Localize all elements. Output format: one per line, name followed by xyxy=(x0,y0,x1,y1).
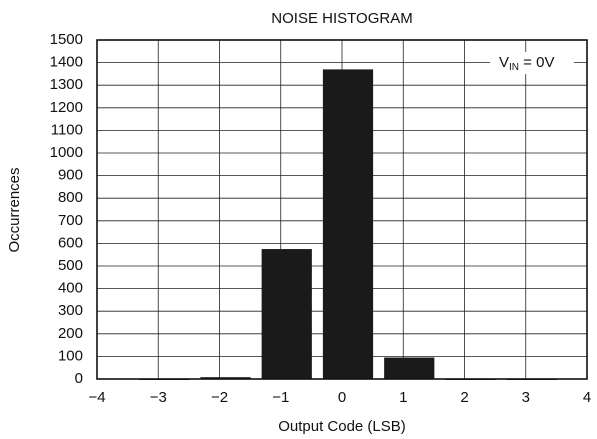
x-tick-label: −4 xyxy=(88,389,105,406)
y-tick-label: 200 xyxy=(58,325,83,342)
annotation-bg xyxy=(490,52,574,74)
y-tick-label: 1500 xyxy=(50,31,83,48)
bar xyxy=(384,357,435,379)
y-tick-label: 1200 xyxy=(50,99,83,116)
y-tick-label: 100 xyxy=(58,347,83,364)
y-tick-label: 400 xyxy=(58,280,83,297)
x-tick-label: 2 xyxy=(460,389,468,406)
y-tick-label: 900 xyxy=(58,167,83,184)
y-tick-label: 300 xyxy=(58,302,83,319)
y-tick-label: 1400 xyxy=(50,54,83,71)
y-tick-label: 500 xyxy=(58,257,83,274)
chart-title: NOISE HISTOGRAM xyxy=(271,10,412,27)
y-tick-label: 1100 xyxy=(51,121,83,138)
x-tick-label: 3 xyxy=(522,389,530,406)
x-tick-label: 0 xyxy=(338,389,346,406)
y-tick-label: 700 xyxy=(58,212,83,229)
x-tick-label: −3 xyxy=(150,389,167,406)
x-tick-label: −1 xyxy=(272,389,289,406)
annotation-subscript: IN xyxy=(509,62,519,73)
y-axis-label: Occurrences xyxy=(6,167,23,252)
annotation-suffix: = 0V xyxy=(519,54,554,71)
bar xyxy=(322,69,374,379)
x-axis-label: Output Code (LSB) xyxy=(278,418,406,435)
y-tick-label: 1300 xyxy=(50,76,83,93)
bar xyxy=(200,377,251,379)
annotation: VIN = 0V xyxy=(499,54,554,73)
y-tick-label: 600 xyxy=(58,234,83,251)
x-tick-label: −2 xyxy=(211,389,228,406)
plot-frame xyxy=(96,39,588,380)
y-tick-label: 0 xyxy=(75,370,83,387)
annotation-text: V xyxy=(499,54,509,71)
y-tick-label: 800 xyxy=(58,189,83,206)
x-tick-label: 1 xyxy=(399,389,407,406)
bar xyxy=(261,249,312,379)
x-tick-label: 4 xyxy=(583,389,591,406)
y-tick-label: 1000 xyxy=(50,144,83,161)
